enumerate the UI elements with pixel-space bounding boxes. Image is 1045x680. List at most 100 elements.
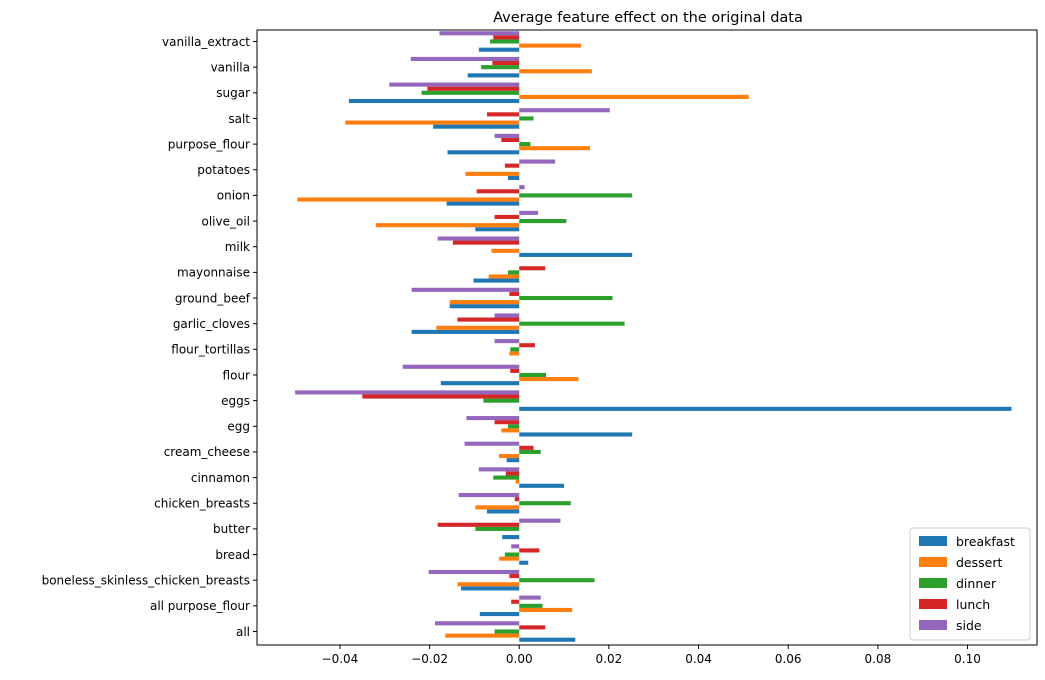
bar-dessert-onion [297, 197, 520, 202]
bar-breakfast-mayonnaise [473, 278, 520, 283]
bar-lunch-potatoes [504, 163, 520, 168]
bar-lunch-onion [476, 189, 520, 194]
bar-lunch-cream-cheese [519, 445, 534, 450]
bar-breakfast-vanilla [467, 73, 520, 78]
bar-breakfast-cream-cheese [506, 458, 520, 463]
bar-dinner-all-purpose-flour [519, 603, 543, 608]
bar-lunch-ground-beef [509, 291, 520, 296]
x-tick-label: 0.10 [954, 652, 981, 666]
y-tick-label: boneless_skinless_chicken_breasts [42, 573, 250, 587]
bar-lunch-butter [437, 522, 520, 527]
bar-dinner-ground-beef [519, 295, 613, 301]
bar-lunch-milk [452, 240, 520, 245]
legend-label-dessert: dessert [956, 555, 1002, 570]
bar-breakfast-all [519, 637, 576, 642]
bar-dessert-boneless-skinless-chicken-breasts [457, 582, 520, 587]
bar-lunch-all [519, 625, 546, 630]
y-tick-label: garlic_cloves [173, 317, 250, 331]
bar-lunch-sugar [427, 86, 520, 91]
bar-side-egg [466, 416, 520, 421]
y-tick-label: chicken_breasts [154, 497, 250, 511]
bar-dessert-flour [519, 377, 579, 382]
bar-breakfast-flour [440, 381, 520, 386]
legend-label-breakfast: breakfast [956, 534, 1015, 549]
bar-breakfast-sugar [348, 98, 520, 104]
x-tick-label: −0.04 [322, 652, 359, 666]
x-tick-label: −0.02 [411, 652, 448, 666]
legend-label-lunch: lunch [956, 597, 990, 612]
bar-lunch-boneless-skinless-chicken-breasts [509, 574, 520, 579]
bar-breakfast-boneless-skinless-chicken-breasts [460, 586, 520, 591]
bar-dinner-all [494, 629, 520, 634]
bar-dessert-sugar [519, 94, 749, 99]
bar-dinner-mayonnaise [508, 270, 520, 275]
y-tick-label: sugar [216, 86, 250, 100]
bar-lunch-all-purpose-flour [511, 599, 520, 604]
y-tick-label: purpose_flour [168, 137, 250, 151]
bar-side-sugar [389, 82, 520, 87]
bar-dessert-mayonnaise [488, 274, 520, 279]
bar-dinner-onion [519, 193, 633, 198]
bar-side-salt [519, 108, 610, 113]
y-tick-label: bread [215, 548, 250, 562]
plot-frame [256, 29, 1038, 646]
bar-dinner-flour [519, 372, 547, 378]
bar-side-all [434, 621, 520, 626]
bar-breakfast-purpose-flour [447, 150, 520, 155]
bar-dinner-vanilla [481, 65, 520, 70]
bars-group [295, 31, 1012, 642]
y-tick-label: cinnamon [191, 471, 250, 485]
bar-side-cinnamon [478, 467, 520, 472]
y-tick-label: vanilla [211, 60, 250, 74]
bar-dessert-flour-tortillas [509, 351, 520, 356]
legend-swatch-dinner [919, 578, 947, 588]
bar-breakfast-olive-oil [475, 227, 520, 232]
x-axis: −0.04 −0.02 0.00 0.02 0.04 0.06 0.08 0.10 [322, 645, 981, 666]
bar-dessert-purpose-flour [519, 146, 591, 151]
bar-breakfast-butter [502, 535, 520, 540]
y-tick-label: eggs [221, 394, 250, 408]
bar-lunch-flour [510, 368, 520, 373]
bar-dessert-cream-cheese [499, 453, 520, 459]
bar-side-boneless-skinless-chicken-breasts [428, 569, 520, 575]
bar-side-chicken-breasts [458, 492, 520, 498]
bar-side-cream-cheese [464, 441, 520, 446]
y-tick-label: all purpose_flour [150, 599, 250, 613]
y-tick-label: onion [217, 189, 250, 203]
bar-dinner-garlic-cloves [519, 321, 625, 326]
x-tick-label: 0.00 [506, 652, 533, 666]
bar-side-butter [519, 518, 561, 523]
x-tick-label: 0.08 [865, 652, 892, 666]
bar-breakfast-potatoes [508, 175, 520, 181]
bar-lunch-cinnamon [505, 471, 520, 476]
bar-side-flour-tortillas [494, 339, 520, 344]
bar-lunch-garlic-cloves [457, 317, 520, 322]
bar-breakfast-eggs [519, 406, 1012, 411]
y-axis: all all purpose_flour boneless_skinless_ch… [42, 35, 257, 639]
bar-dessert-cinnamon [515, 479, 520, 484]
bar-lunch-olive-oil [494, 214, 520, 220]
bar-dessert-vanilla-extract [519, 43, 582, 48]
y-tick-label: cream_cheese [164, 445, 250, 459]
bar-lunch-bread [519, 548, 540, 553]
legend-swatch-side [919, 620, 947, 630]
bar-dinner-flour-tortillas [510, 347, 520, 352]
bar-dessert-milk [491, 248, 520, 253]
y-tick-label: salt [228, 112, 250, 126]
legend-label-side: side [956, 618, 982, 633]
bar-dinner-chicken-breasts [519, 501, 571, 506]
legend-label-dinner: dinner [956, 576, 997, 591]
bar-side-potatoes [519, 159, 556, 164]
bar-breakfast-chicken-breasts [486, 509, 520, 514]
x-tick-label: 0.06 [775, 652, 802, 666]
y-tick-label: flour [223, 368, 251, 382]
legend-swatch-dessert [919, 557, 947, 567]
bar-dinner-eggs [483, 398, 520, 403]
bar-side-garlic-cloves [494, 313, 520, 318]
bar-dessert-all-purpose-flour [519, 607, 573, 613]
bar-lunch-salt [486, 112, 520, 117]
bar-lunch-vanilla [492, 60, 520, 66]
bar-lunch-vanilla-extract [493, 35, 520, 40]
bar-dinner-egg [508, 424, 520, 429]
x-tick-label: 0.02 [596, 652, 623, 666]
